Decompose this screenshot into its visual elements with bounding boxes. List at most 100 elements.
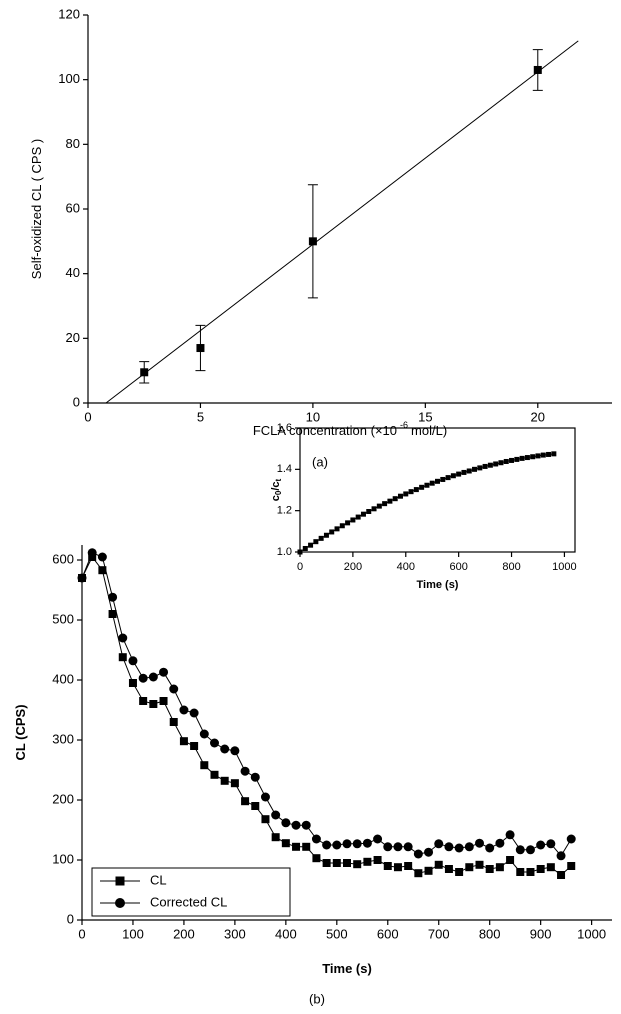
marker xyxy=(302,842,311,851)
y-tick-label: 40 xyxy=(66,265,80,280)
marker xyxy=(311,834,321,844)
marker xyxy=(366,508,372,514)
marker xyxy=(140,368,149,377)
marker xyxy=(482,463,488,469)
marker xyxy=(352,839,362,849)
marker xyxy=(526,868,535,876)
marker xyxy=(332,840,342,850)
marker xyxy=(138,673,148,683)
marker xyxy=(444,865,453,873)
marker xyxy=(128,679,137,687)
x-tick-label: 700 xyxy=(428,926,450,941)
marker xyxy=(495,863,504,872)
marker xyxy=(434,839,444,849)
marker xyxy=(271,833,280,842)
marker xyxy=(424,482,430,488)
y-axis-label-part: t xyxy=(274,478,283,481)
marker xyxy=(444,842,454,852)
marker xyxy=(240,766,250,776)
marker xyxy=(530,454,536,460)
marker xyxy=(220,776,229,785)
x-tick-label: 200 xyxy=(173,926,195,941)
marker xyxy=(519,455,525,461)
marker xyxy=(345,520,351,526)
chart: 0 100 200 300 400 500 600 700 800 900 1000 0 100 200 3… xyxy=(13,545,612,1006)
marker xyxy=(393,863,402,872)
y-tick-label: 100 xyxy=(52,851,74,866)
marker xyxy=(220,744,230,754)
marker xyxy=(515,845,525,855)
marker xyxy=(159,667,169,677)
marker xyxy=(461,469,467,475)
x-tick-label: 400 xyxy=(397,561,415,573)
marker xyxy=(533,65,542,74)
x-tick-label: 1000 xyxy=(552,561,576,573)
marker xyxy=(139,697,148,705)
marker xyxy=(115,898,125,908)
y-tick-label: 120 xyxy=(58,6,80,21)
marker xyxy=(355,514,361,520)
x-tick-label: 600 xyxy=(377,926,399,941)
marker xyxy=(179,705,189,715)
marker xyxy=(456,471,462,477)
x-tick-label: 400 xyxy=(275,926,297,941)
marker xyxy=(190,742,199,750)
marker xyxy=(485,843,495,853)
marker xyxy=(339,523,345,529)
marker xyxy=(493,461,499,467)
marker xyxy=(450,473,456,479)
marker xyxy=(302,545,308,551)
marker xyxy=(414,869,423,878)
marker xyxy=(97,552,107,562)
marker xyxy=(297,549,303,555)
marker xyxy=(455,868,464,876)
legend: CL Corrected CL xyxy=(91,867,291,917)
marker xyxy=(149,700,158,708)
marker xyxy=(169,684,179,694)
x-tick-label: 100 xyxy=(122,926,144,941)
y-tick-label: 1.2 xyxy=(277,505,292,517)
x-axis-label-text: FCLA concentration (×10 xyxy=(253,423,397,438)
x-axis-label-text: Time (s) xyxy=(417,579,459,591)
y-axis-label: c0/ct xyxy=(270,478,283,501)
marker xyxy=(404,862,413,870)
marker xyxy=(343,859,351,867)
marker xyxy=(383,862,392,870)
y-tick-label: 1.6 xyxy=(277,422,292,434)
marker xyxy=(87,548,97,558)
y-tick-label: 60 xyxy=(66,200,80,215)
marker xyxy=(292,842,301,851)
marker xyxy=(429,480,435,486)
marker xyxy=(503,458,509,464)
marker xyxy=(524,455,530,461)
marker xyxy=(332,859,341,867)
caption: (b) xyxy=(309,991,325,1006)
x-axis-label: Time (s) xyxy=(417,579,459,591)
marker xyxy=(397,493,403,499)
x-tick-label: 1000 xyxy=(577,926,606,941)
marker xyxy=(498,460,504,466)
marker xyxy=(557,871,566,879)
y-axis-label: CL (CPS) xyxy=(13,704,28,760)
marker xyxy=(360,511,366,517)
x-tick-label: 800 xyxy=(502,561,520,573)
marker xyxy=(98,566,107,575)
plot-frame xyxy=(299,427,576,553)
marker xyxy=(387,498,393,504)
marker xyxy=(506,856,515,864)
marker xyxy=(373,856,382,864)
x-tick-label: 800 xyxy=(479,926,501,941)
marker xyxy=(271,810,281,820)
x-tick-label: 0 xyxy=(78,926,85,941)
x-tick-label: 5 xyxy=(197,409,204,424)
marker xyxy=(382,501,388,507)
x-axis-label-text: Time (s) xyxy=(322,961,372,976)
marker xyxy=(118,653,127,662)
marker xyxy=(199,729,209,739)
marker xyxy=(169,718,178,726)
marker xyxy=(525,845,535,855)
y-tick-label: 100 xyxy=(58,71,80,86)
marker xyxy=(435,478,440,484)
marker xyxy=(108,592,118,602)
x-tick-label: 0 xyxy=(84,409,91,424)
